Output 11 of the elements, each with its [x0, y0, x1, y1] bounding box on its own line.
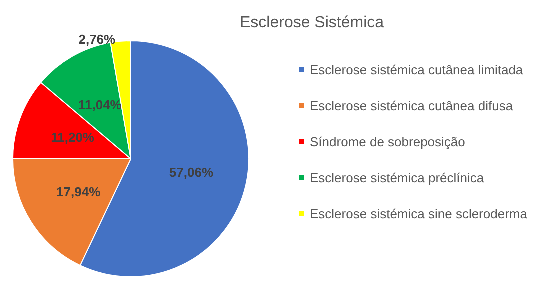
- data-label: 57,06%: [169, 165, 214, 180]
- data-label: 11,20%: [51, 130, 95, 146]
- legend-label: Esclerose sistémica préclínica: [310, 170, 485, 186]
- legend-label: Síndrome de sobreposição: [310, 134, 466, 150]
- data-label: 2,76%: [78, 32, 116, 47]
- data-label: 11,04%: [78, 98, 122, 113]
- legend-label: Esclerose sistémica cutânea difusa: [310, 98, 514, 114]
- legend-label: Esclerose sistémica cutânea limitada: [310, 62, 524, 78]
- legend-label: Esclerose sistémica sine scleroderma: [310, 206, 528, 222]
- chart-title: Esclerose Sistémica: [240, 14, 384, 32]
- data-label: 17,94%: [56, 184, 102, 200]
